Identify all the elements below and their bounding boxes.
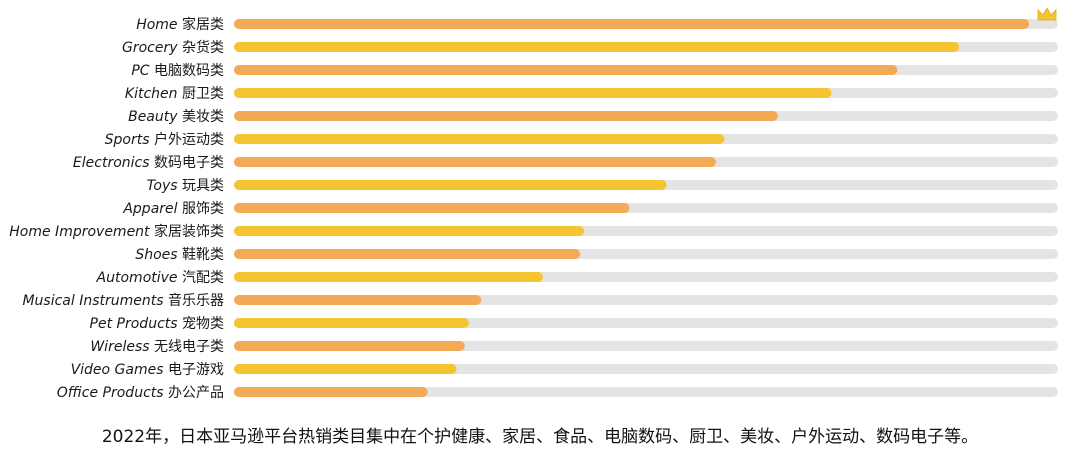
category-label-zh: 办公产品: [164, 385, 224, 401]
category-label-en: Home Improvement: [9, 224, 150, 240]
category-label-zh: 数码电子类: [150, 155, 224, 171]
category-label-zh: 美妆类: [178, 109, 224, 125]
bar-sports: [234, 134, 725, 144]
category-label-en: Pet Products: [90, 316, 178, 332]
category-label-en: Video Games: [71, 362, 164, 378]
category-label-en: Electronics: [73, 155, 150, 171]
bar-pc: [234, 65, 898, 75]
category-label-en: Grocery: [122, 40, 178, 56]
category-label-en: Toys: [147, 178, 178, 194]
category-label: Home Improvement 家居装饰类: [9, 223, 224, 240]
bar-toys: [234, 180, 667, 190]
category-label-zh: 宠物类: [178, 316, 224, 332]
category-label-zh: 电子游戏: [164, 362, 224, 378]
bar-track: [234, 387, 1058, 397]
bar-kitchen: [234, 88, 832, 98]
bar-apparel: [234, 203, 630, 213]
bar-musical-instruments: [234, 295, 482, 305]
bar-wireless: [234, 341, 465, 351]
category-label: Beauty 美妆类: [128, 109, 224, 125]
category-label: Kitchen 厨卫类: [125, 86, 224, 102]
category-label-en: Shoes: [135, 247, 177, 263]
category-label-en: Beauty: [128, 109, 178, 125]
crown-icon: [1037, 7, 1057, 21]
category-label: Office Products 办公产品: [57, 385, 224, 401]
category-label-zh: 户外运动类: [150, 131, 224, 148]
category-label: Grocery 杂货类: [122, 39, 224, 56]
category-label-en: Automotive: [96, 270, 178, 286]
category-label: Video Games 电子游戏: [71, 362, 224, 378]
bar-shoes: [234, 249, 581, 259]
category-label: Electronics 数码电子类: [73, 155, 224, 171]
category-label-zh: 厨卫类: [178, 86, 224, 102]
bar-beauty: [234, 111, 778, 121]
category-label-zh: 电脑数码类: [150, 63, 224, 79]
category-label-en: Office Products: [57, 385, 164, 401]
category-label-zh: 音乐乐器: [164, 292, 224, 309]
bar-grocery: [234, 42, 960, 52]
category-label: Apparel 服饰类: [122, 201, 224, 217]
bar-automotive: [234, 272, 543, 282]
category-label-zh: 家居装饰类: [150, 223, 224, 240]
bar-office-products: [234, 387, 428, 397]
category-label-zh: 玩具类: [178, 178, 224, 194]
category-label-zh: 无线电子类: [150, 339, 224, 355]
bar-electronics: [234, 157, 717, 167]
category-label-en: Kitchen: [125, 86, 178, 102]
category-label-zh: 杂货类: [178, 39, 224, 56]
category-label: Home 家居类: [136, 16, 224, 33]
bar-home-improvement: [234, 226, 585, 236]
bar-home: [234, 19, 1030, 29]
category-label: PC 电脑数码类: [131, 63, 224, 79]
bar-video-games: [234, 364, 457, 374]
chart-caption: 2022年，日本亚马逊平台热销类目集中在个护健康、家居、食品、电脑数码、厨卫、美…: [101, 427, 979, 447]
category-label-en: Wireless: [90, 339, 149, 355]
category-label: Toys 玩具类: [147, 178, 224, 194]
category-label-zh: 家居类: [178, 16, 224, 33]
category-label-en: Home: [136, 17, 177, 33]
category-label: Sports 户外运动类: [105, 131, 224, 148]
category-label-en: Sports: [105, 132, 150, 148]
category-label-zh: 服饰类: [178, 201, 224, 217]
category-label-zh: 汽配类: [178, 270, 224, 286]
category-label: Wireless 无线电子类: [90, 339, 224, 355]
category-label: Shoes 鞋靴类: [135, 247, 224, 263]
category-label-en: Apparel: [122, 201, 177, 217]
category-label-en: Musical Instruments: [22, 293, 163, 309]
category-label: Musical Instruments 音乐乐器: [22, 292, 224, 309]
category-label-en: PC: [131, 63, 149, 79]
category-label: Automotive 汽配类: [96, 270, 224, 286]
bar-pet-products: [234, 318, 469, 328]
category-label-zh: 鞋靴类: [178, 247, 224, 263]
category-label: Pet Products 宠物类: [90, 316, 224, 332]
